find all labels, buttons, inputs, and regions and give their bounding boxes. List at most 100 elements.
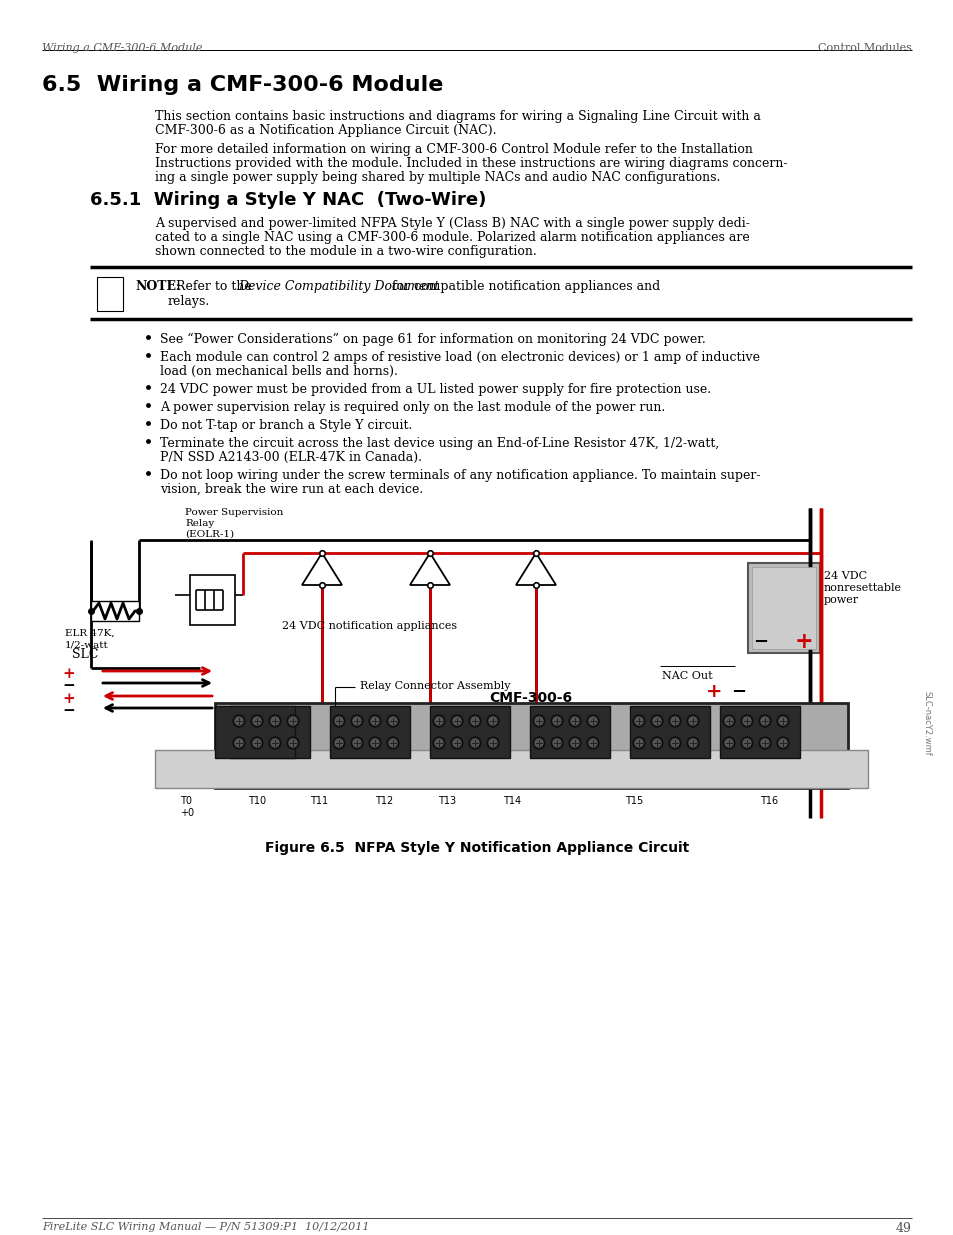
Circle shape [724,718,732,725]
Circle shape [760,739,768,747]
Circle shape [287,737,298,748]
Text: for compatible notification appliances and: for compatible notification appliances a… [388,280,659,293]
Text: −: − [730,683,745,701]
Circle shape [551,715,562,727]
Text: power: power [823,595,859,605]
Text: Each module can control 2 amps of resistive load (on electronic devices) or 1 am: Each module can control 2 amps of resist… [160,351,760,364]
Text: +: + [62,692,74,706]
Circle shape [586,715,598,727]
Circle shape [233,715,245,727]
Circle shape [335,739,343,747]
Circle shape [489,739,497,747]
Circle shape [469,737,480,748]
Circle shape [333,737,345,748]
Text: 24 VDC: 24 VDC [823,571,866,580]
Text: This section contains basic instructions and diagrams for wiring a Signaling Lin: This section contains basic instructions… [154,110,760,124]
Circle shape [688,739,697,747]
Circle shape [759,715,770,727]
Text: +: + [62,667,74,680]
Circle shape [253,739,261,747]
Circle shape [668,737,680,748]
Circle shape [371,739,378,747]
Bar [720,706,800,758]
Circle shape [551,737,562,748]
Circle shape [233,737,245,748]
Bar [42,503,911,823]
Text: nonresettable: nonresettable [823,583,901,593]
Circle shape [633,715,644,727]
Text: −: − [62,704,74,718]
Text: relays.: relays. [168,295,210,308]
Circle shape [742,739,750,747]
Circle shape [688,718,697,725]
Circle shape [779,718,786,725]
Circle shape [289,739,296,747]
Circle shape [471,739,478,747]
Text: Terminate the circuit across the last device using an End-of-Line Resistor 47K, : Terminate the circuit across the last de… [160,437,719,450]
Bar [91,601,139,621]
Circle shape [253,718,261,725]
Text: 24 VDC notification appliances: 24 VDC notification appliances [282,621,457,631]
Text: 6.5  Wiring a CMF-300-6 Module: 6.5 Wiring a CMF-300-6 Module [42,75,443,95]
Circle shape [776,737,788,748]
Circle shape [435,718,442,725]
Circle shape [586,737,598,748]
Text: shown connected to the module in a two-wire configuration.: shown connected to the module in a two-w… [154,245,537,258]
Circle shape [271,739,278,747]
Text: T12: T12 [375,797,393,806]
Text: T13: T13 [437,797,456,806]
Text: Refer to the: Refer to the [168,280,255,293]
Text: −: − [62,679,74,693]
Circle shape [776,715,788,727]
Text: +: + [705,683,721,701]
Polygon shape [302,553,341,585]
Text: Control Modules: Control Modules [818,43,911,53]
Circle shape [271,718,278,725]
Bar [154,750,867,788]
Circle shape [387,715,398,727]
Text: SLC: SLC [71,648,98,661]
Circle shape [451,715,462,727]
Text: For more detailed information on wiring a CMF-300-6 Control Module refer to the : For more detailed information on wiring … [154,143,752,156]
Circle shape [351,737,363,748]
Bar [330,706,410,758]
Circle shape [389,739,396,747]
Text: 49: 49 [895,1221,911,1235]
Text: A supervised and power-limited NFPA Style Y (Class B) NAC with a single power su: A supervised and power-limited NFPA Styl… [154,217,749,230]
Circle shape [571,718,578,725]
Circle shape [686,715,699,727]
Circle shape [471,718,478,725]
Circle shape [670,718,679,725]
Text: CMF-300-6: CMF-300-6 [489,692,572,705]
Polygon shape [410,553,450,585]
Circle shape [533,715,544,727]
Circle shape [369,715,380,727]
Circle shape [722,737,734,748]
Text: 6.5.1  Wiring a Style Y NAC  (Two-Wire): 6.5.1 Wiring a Style Y NAC (Two-Wire) [90,191,486,209]
Text: 24 VDC power must be provided from a UL listed power supply for fire protection : 24 VDC power must be provided from a UL … [160,383,710,396]
Circle shape [353,739,360,747]
Bar [629,706,709,758]
Text: A power supervision relay is required only on the last module of the power run.: A power supervision relay is required on… [160,401,664,414]
Text: CMF-300-6 as a Notification Appliance Circuit (NAC).: CMF-300-6 as a Notification Appliance Ci… [154,124,496,137]
Circle shape [371,718,378,725]
Circle shape [234,739,243,747]
Circle shape [652,739,660,747]
Circle shape [553,718,560,725]
Text: FireLite SLC Wiring Manual — P/N 51309:P1  10/12/2011: FireLite SLC Wiring Manual — P/N 51309:P… [42,1221,369,1233]
Text: −: − [752,634,767,651]
Circle shape [435,739,442,747]
Text: vision, break the wire run at each device.: vision, break the wire run at each devic… [160,483,423,496]
Text: Relay: Relay [185,519,214,529]
Bar [214,703,847,788]
Text: Wiring a CMF-300-6 Module: Wiring a CMF-300-6 Module [42,43,202,53]
Text: Do not T-tap or branch a Style Y circuit.: Do not T-tap or branch a Style Y circuit… [160,419,412,432]
Circle shape [489,718,497,725]
Text: NAC Out: NAC Out [661,671,712,680]
Circle shape [650,715,662,727]
Circle shape [453,739,460,747]
Circle shape [670,739,679,747]
Bar [230,706,310,758]
Circle shape [453,718,460,725]
Circle shape [686,737,699,748]
